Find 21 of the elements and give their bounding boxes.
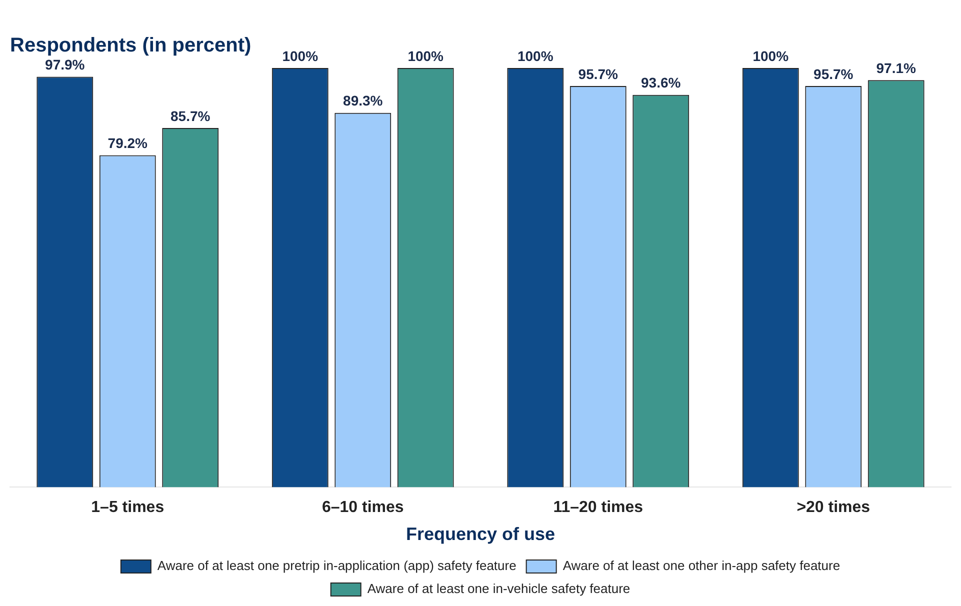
legend-label: Aware of at least one other in-app safety feature — [562, 558, 840, 574]
data-label: 89.3% — [343, 92, 384, 109]
chart-title: Respondents (in percent) — [10, 34, 252, 57]
x-tick-label: >20 times — [796, 499, 870, 516]
x-tick-label: 1–5 times — [91, 499, 164, 516]
x-tick-label: 11–20 times — [553, 499, 644, 516]
legend-label: Aware of at least one pretrip in-application (app) safety feature — [157, 558, 516, 574]
data-label: 85.7% — [170, 108, 211, 124]
x-axis-title: Frequency of use — [406, 524, 556, 544]
x-tick-label: 6–10 times — [322, 499, 404, 516]
data-label: 100% — [282, 48, 319, 64]
data-label: 95.7% — [578, 66, 619, 82]
data-label: 79.2% — [108, 135, 148, 152]
data-label: 100% — [517, 48, 554, 64]
data-label: 100% — [752, 48, 790, 64]
data-label: 100% — [408, 48, 444, 64]
data-label: 97.1% — [876, 60, 917, 76]
data-label: 97.9% — [45, 56, 86, 73]
data-label: 93.6% — [641, 74, 682, 91]
legend-label: Aware of at least one in-vehicle safety feature — [367, 581, 630, 596]
data-label: 95.7% — [814, 66, 854, 82]
